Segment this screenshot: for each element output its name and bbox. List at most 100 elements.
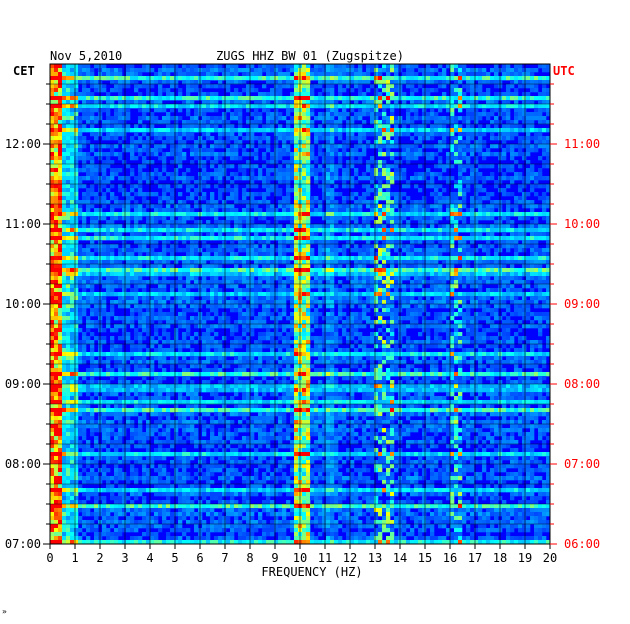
heatmap-cell — [430, 152, 435, 157]
heatmap-cell — [118, 108, 123, 113]
heatmap-cell — [446, 156, 451, 161]
heatmap-cell — [418, 80, 423, 85]
heatmap-cell — [278, 248, 283, 253]
heatmap-cell — [114, 268, 119, 273]
heatmap-cell — [86, 120, 91, 125]
heatmap-cell — [74, 204, 79, 209]
heatmap-cell — [506, 200, 511, 205]
heatmap-cell — [166, 124, 171, 129]
heatmap-cell — [166, 72, 171, 77]
heatmap-cell — [338, 84, 343, 89]
heatmap-cell — [134, 228, 139, 233]
heatmap-cell — [50, 136, 55, 141]
heatmap-cell — [546, 160, 551, 165]
heatmap-cell — [58, 268, 63, 273]
heatmap-cell — [234, 208, 239, 213]
heatmap-cell — [546, 252, 551, 257]
heatmap-cell — [74, 124, 79, 129]
heatmap-cell — [374, 164, 379, 169]
heatmap-cell — [354, 116, 359, 121]
heatmap-cell — [306, 220, 311, 225]
heatmap-cell — [126, 64, 131, 69]
heatmap-cell — [430, 144, 435, 149]
heatmap-cell — [170, 172, 175, 177]
heatmap-cell — [194, 188, 199, 193]
heatmap-cell — [442, 100, 447, 105]
heatmap-cell — [130, 224, 135, 229]
heatmap-cell — [382, 224, 387, 229]
heatmap-cell — [322, 256, 327, 261]
heatmap-cell — [362, 144, 367, 149]
heatmap-cell — [382, 84, 387, 89]
heatmap-cell — [270, 124, 275, 129]
heatmap-cell — [378, 204, 383, 209]
heatmap-cell — [450, 208, 455, 213]
heatmap-cell — [366, 212, 371, 217]
heatmap-cell — [118, 228, 123, 233]
heatmap-cell — [342, 224, 347, 229]
heatmap-cell — [394, 100, 399, 105]
heatmap-cell — [334, 144, 339, 149]
heatmap-cell — [282, 144, 287, 149]
heatmap-cell — [270, 228, 275, 233]
heatmap-cell — [246, 128, 251, 133]
heatmap-cell — [330, 144, 335, 149]
heatmap-cell — [62, 152, 67, 157]
heatmap-cell — [50, 80, 55, 85]
heatmap-cell — [338, 156, 343, 161]
heatmap-cell — [478, 68, 483, 73]
heatmap-cell — [306, 132, 311, 137]
heatmap-cell — [274, 116, 279, 121]
heatmap-cell — [518, 136, 523, 141]
heatmap-cell — [114, 244, 119, 249]
heatmap-cell — [234, 192, 239, 197]
heatmap-cell — [278, 232, 283, 237]
heatmap-cell — [62, 88, 67, 93]
heatmap-cell — [86, 176, 91, 181]
heatmap-cell — [322, 168, 327, 173]
heatmap-cell — [350, 236, 355, 241]
heatmap-cell — [274, 192, 279, 197]
heatmap-cell — [374, 240, 379, 245]
heatmap-cell — [190, 228, 195, 233]
heatmap-cell — [266, 168, 271, 173]
heatmap-cell — [214, 252, 219, 257]
heatmap-cell — [238, 92, 243, 97]
heatmap-cell — [382, 88, 387, 93]
heatmap-cell — [418, 152, 423, 157]
heatmap-cell — [442, 96, 447, 101]
heatmap-cell — [322, 132, 327, 137]
heatmap-cell — [330, 80, 335, 85]
heatmap-cell — [374, 268, 379, 273]
heatmap-cell — [326, 168, 331, 173]
heatmap-cell — [434, 188, 439, 193]
heatmap-cell — [390, 80, 395, 85]
heatmap-cell — [542, 204, 547, 209]
heatmap-cell — [162, 224, 167, 229]
heatmap-cell — [394, 160, 399, 165]
heatmap-cell — [118, 156, 123, 161]
heatmap-cell — [410, 76, 415, 81]
heatmap-cell — [118, 212, 123, 217]
heatmap-cell — [474, 148, 479, 153]
heatmap-cell — [166, 116, 171, 121]
heatmap-cell — [334, 108, 339, 113]
heatmap-cell — [526, 144, 531, 149]
heatmap-cell — [218, 248, 223, 253]
heatmap-cell — [50, 240, 55, 245]
heatmap-cell — [146, 128, 151, 133]
heatmap-cell — [326, 100, 331, 105]
heatmap-cell — [50, 232, 55, 237]
heatmap-cell — [330, 132, 335, 137]
heatmap-cell — [178, 108, 183, 113]
heatmap-cell — [422, 100, 427, 105]
heatmap-cell — [58, 136, 63, 141]
heatmap-cell — [310, 76, 315, 81]
heatmap-cell — [242, 164, 247, 169]
heatmap-cell — [290, 188, 295, 193]
heatmap-cell — [266, 176, 271, 181]
heatmap-cell — [518, 116, 523, 121]
heatmap-cell — [514, 252, 519, 257]
heatmap-cell — [94, 192, 99, 197]
heatmap-cell — [62, 244, 67, 249]
